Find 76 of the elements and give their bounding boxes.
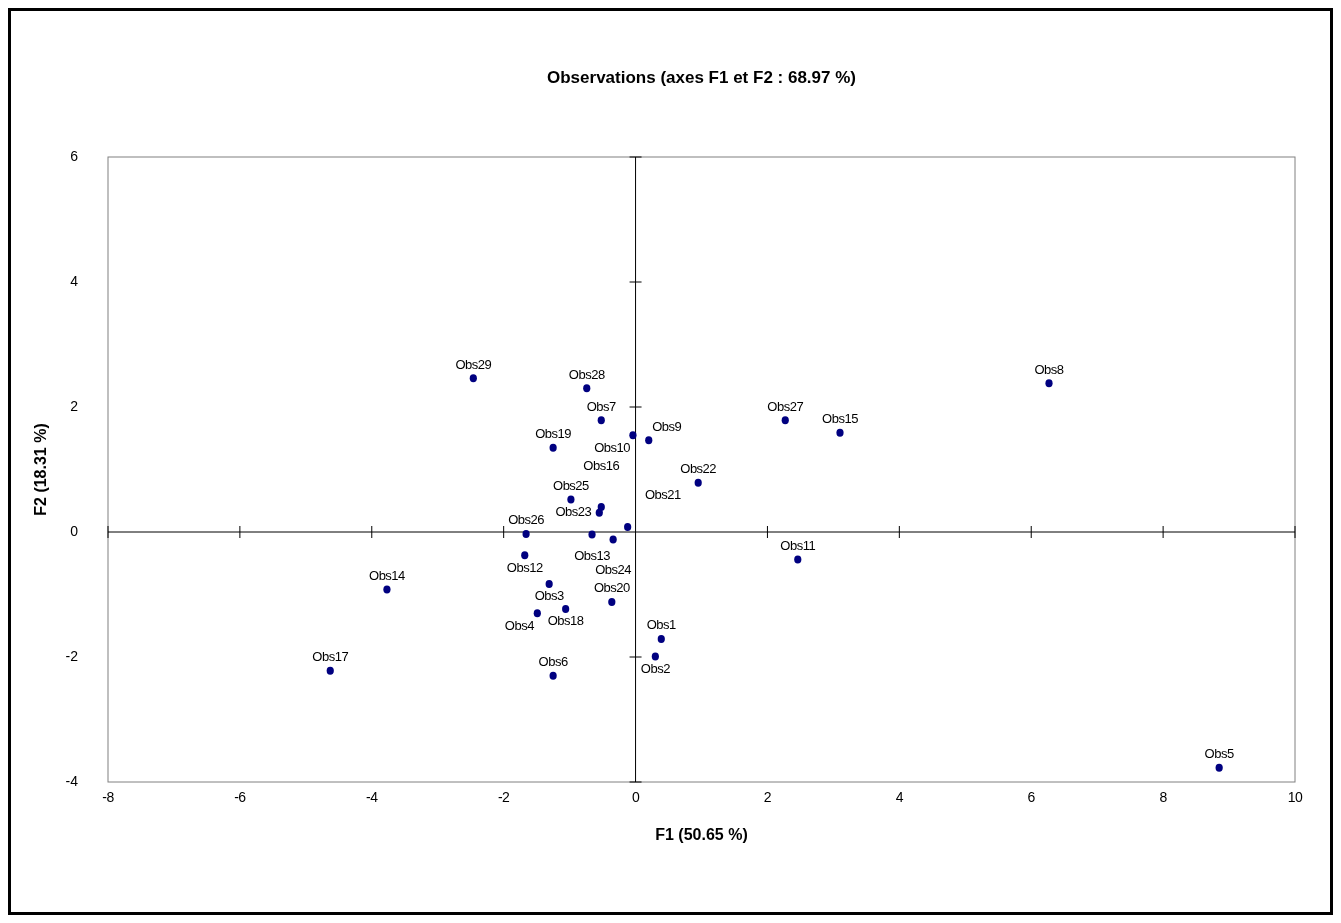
annotation: Obs23 (555, 504, 592, 520)
point (794, 555, 802, 564)
annotation: Obs3 (534, 588, 564, 604)
annotation: Obs28 (568, 366, 605, 382)
annotation: Obs11 (780, 537, 816, 553)
x-tick-label: 4 (895, 789, 904, 805)
point (1045, 379, 1053, 388)
annotation: Obs21 (644, 487, 682, 503)
annotation: Obs8 (1034, 361, 1064, 377)
chart-title: Observations (axes F1 et F2 : 68.97 %) (547, 68, 856, 87)
point (836, 428, 844, 437)
annotation: Obs13 (574, 547, 611, 563)
annotation: Obs25 (553, 477, 590, 493)
x-tick-label: 6 (1027, 789, 1036, 805)
y-tick-label: 0 (70, 522, 79, 539)
point (624, 523, 632, 531)
y-axis-title: F2 (18.31 %) (32, 423, 49, 516)
x-tick-label: -2 (497, 789, 511, 805)
x-tick-label: -6 (234, 789, 247, 805)
y-tick-label: -2 (65, 647, 79, 664)
annotation: Obs26 (508, 512, 545, 528)
point (609, 535, 617, 544)
annotation: Obs29 (455, 356, 492, 372)
annotation: Obs14 (369, 567, 406, 583)
point (694, 478, 702, 487)
x-axis-title: F1 (50.65 %) (655, 826, 748, 843)
point (597, 416, 605, 425)
point (651, 652, 659, 661)
point (545, 579, 553, 588)
y-tick-label: 6 (70, 147, 79, 164)
point (326, 666, 334, 675)
annotation: Obs10 (594, 439, 631, 455)
annotation: Obs4 (504, 617, 535, 633)
point (629, 431, 637, 440)
annotation: Obs16 (583, 458, 620, 474)
x-tick-label: 2 (763, 789, 772, 805)
y-tick-label: 4 (70, 272, 79, 289)
point (522, 529, 530, 538)
point (549, 671, 557, 680)
point (583, 384, 591, 393)
annotation: Obs12 (506, 559, 543, 575)
annotation: Obs24 (595, 561, 632, 577)
x-tick-label: -8 (102, 789, 115, 805)
point (608, 598, 616, 606)
point (595, 508, 603, 517)
x-tick-label: 8 (1159, 789, 1168, 805)
annotation: Obs27 (767, 398, 804, 414)
point (549, 443, 557, 452)
point (567, 495, 575, 504)
point (657, 634, 665, 643)
annotation: Obs19 (535, 426, 572, 442)
point (781, 416, 789, 425)
annotation: Obs22 (680, 461, 717, 477)
annotation: Obs17 (312, 649, 349, 665)
x-tick-label: 10 (1287, 789, 1303, 805)
x-tick-label: 0 (631, 789, 640, 805)
x-tick-label: -4 (366, 789, 379, 805)
annotation: Obs7 (586, 398, 617, 414)
annotation: Obs6 (538, 654, 568, 670)
point (521, 551, 529, 560)
annotation: Obs18 (547, 613, 584, 629)
point (588, 530, 596, 539)
point (1215, 763, 1223, 772)
annotation: Obs5 (1204, 746, 1234, 762)
annotation: Obs15 (822, 411, 859, 427)
annotation: Obs20 (593, 580, 630, 596)
annotation: Obs9 (652, 418, 682, 434)
point (562, 604, 570, 613)
y-tick-label: -4 (65, 772, 79, 789)
point (383, 585, 391, 594)
y-tick-label: 2 (70, 397, 79, 414)
annotation: Obs1 (646, 617, 677, 633)
point (469, 374, 477, 383)
annotation: Obs2 (640, 660, 671, 676)
point (533, 609, 541, 618)
point (645, 436, 653, 445)
